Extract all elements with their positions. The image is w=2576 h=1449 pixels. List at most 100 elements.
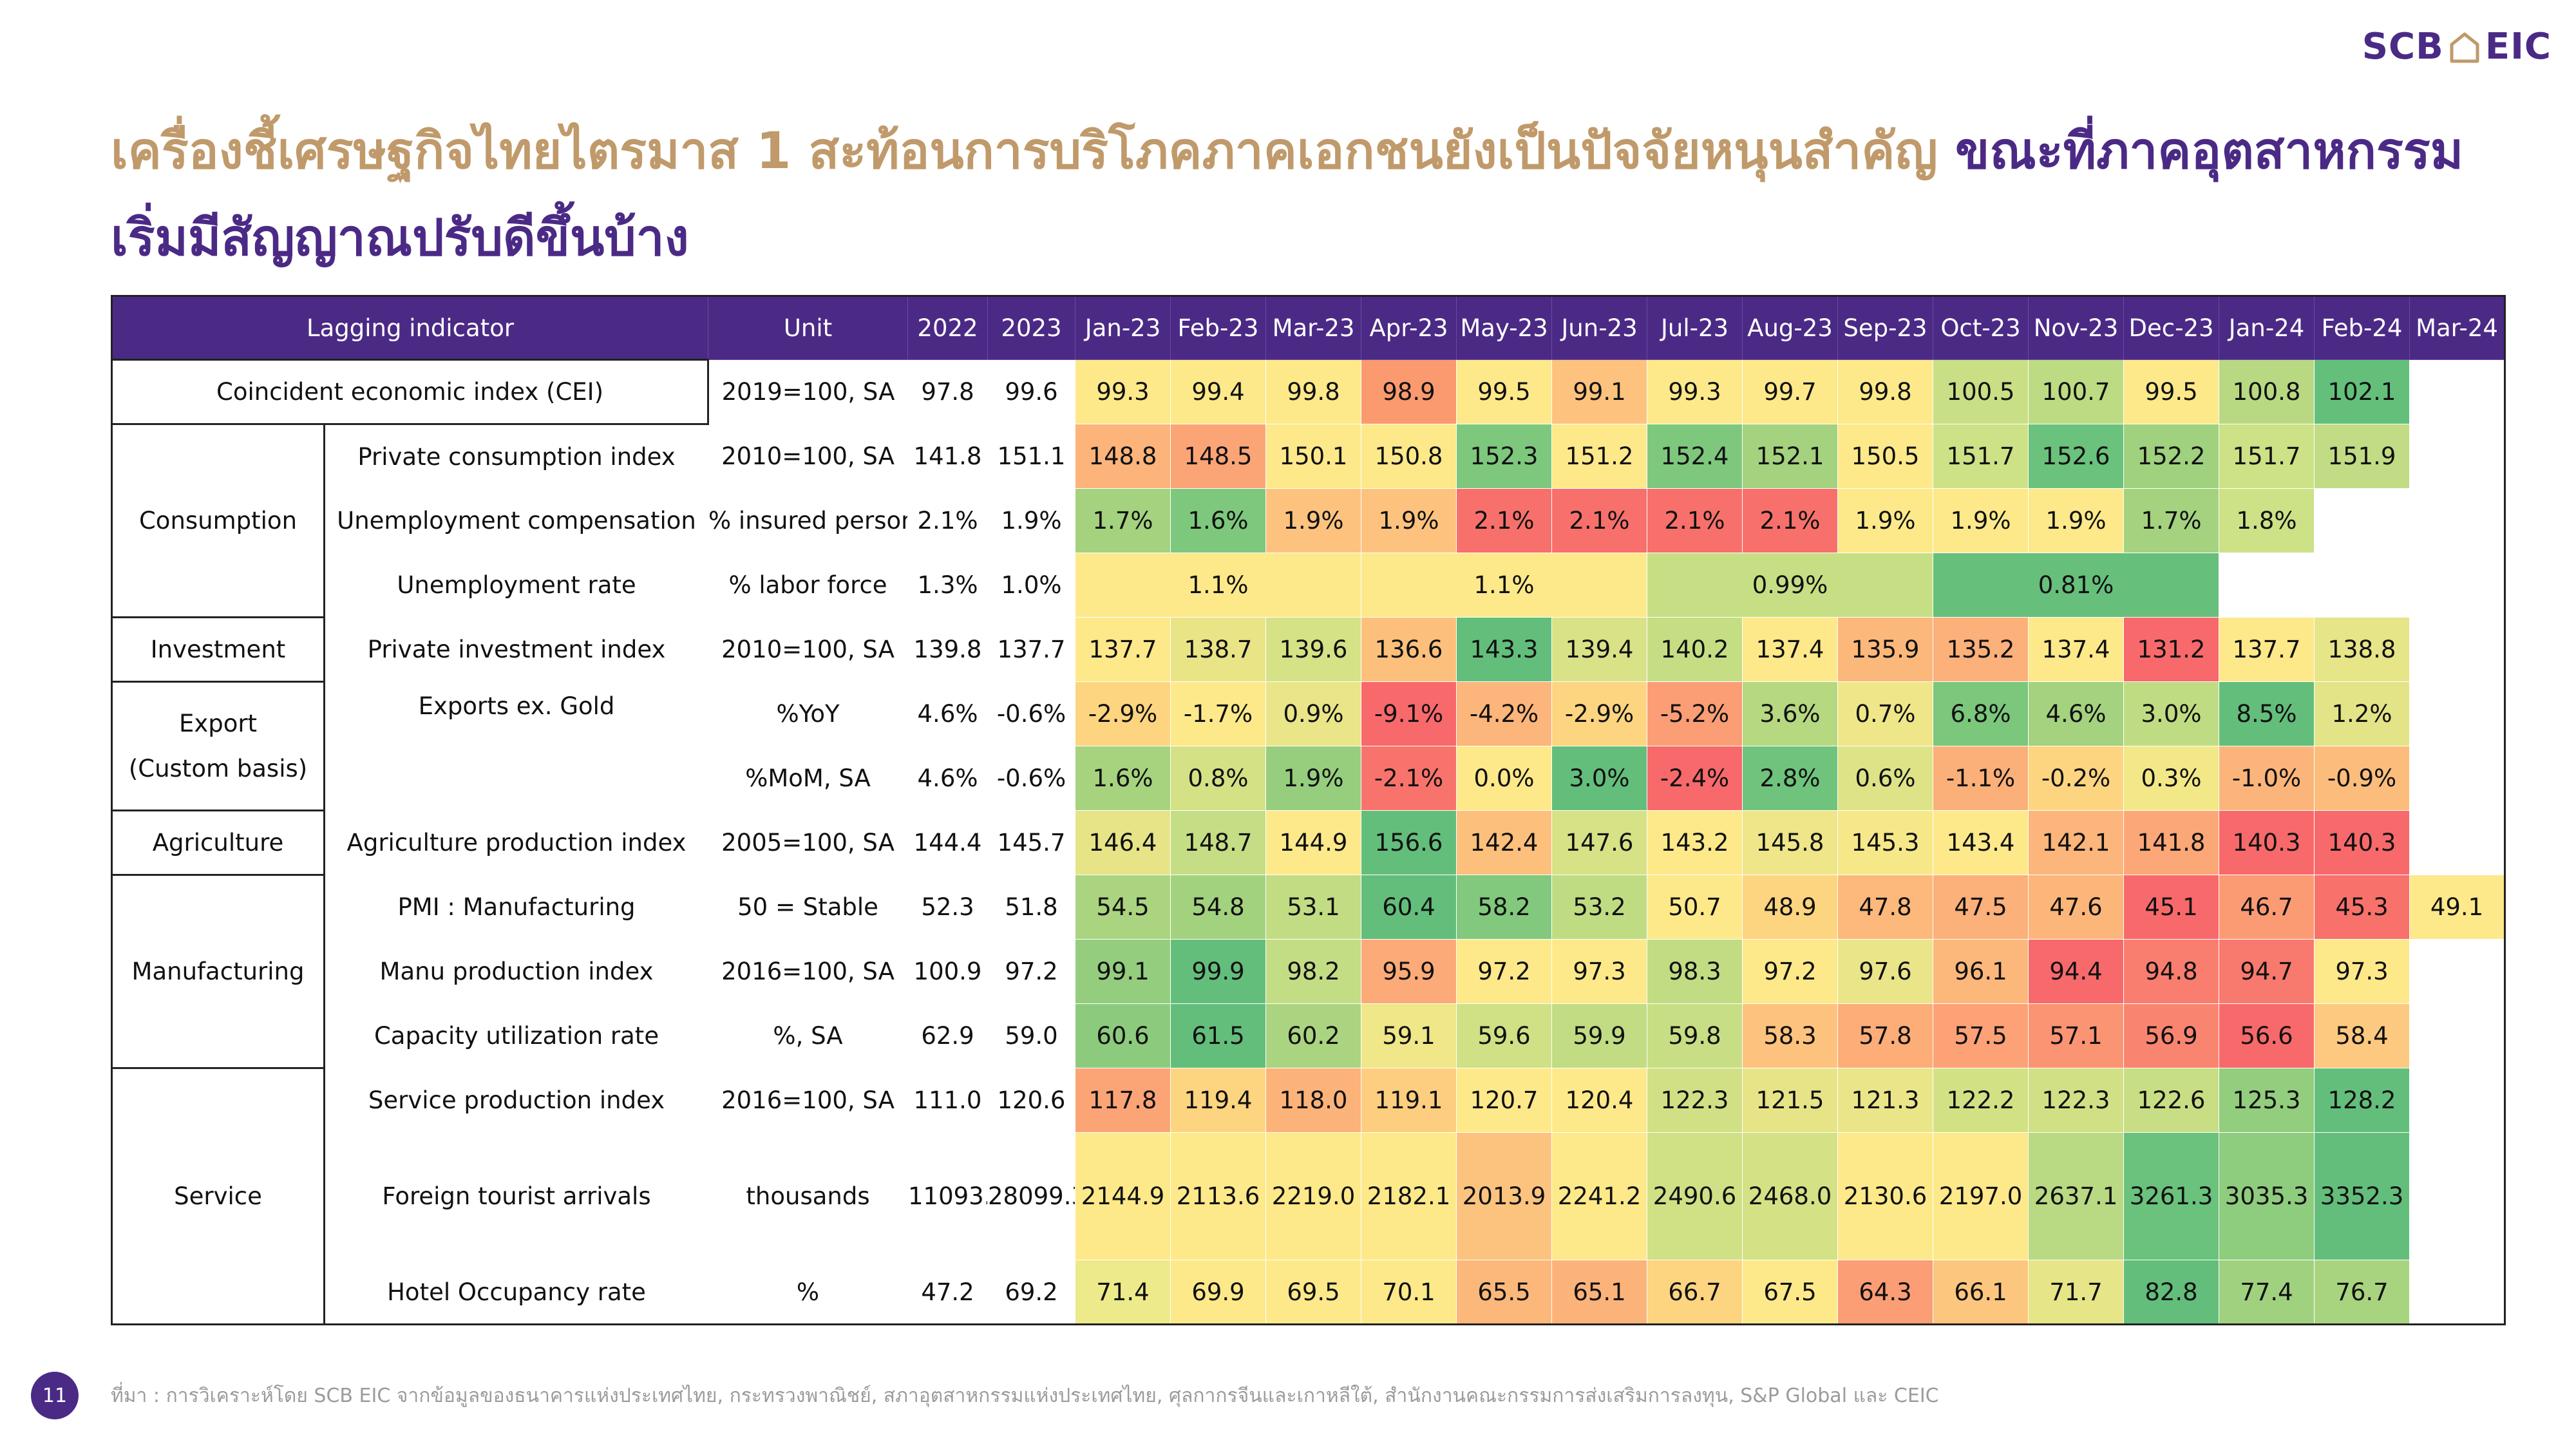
logo-text-right: EIC bbox=[2485, 26, 2552, 68]
header-2022: 2022 bbox=[907, 296, 989, 360]
table-row: Hotel Occupancy rate% 47.2 69.2 71.4 69.9 69.… bbox=[112, 1260, 2506, 1325]
month-value-cell: 97.2 bbox=[1456, 939, 1553, 1004]
month-value-cell: 2144.9 bbox=[1075, 1132, 1171, 1260]
month-value-cell: 99.3 bbox=[1647, 359, 1743, 424]
merged-value-cell: 0.99% bbox=[1647, 553, 1934, 618]
month-value-cell: 1.8% bbox=[2219, 488, 2315, 553]
month-value-cell: 71.7 bbox=[2028, 1260, 2125, 1325]
month-value-cell: 0.3% bbox=[2123, 746, 2220, 811]
month-value-cell: 152.4 bbox=[1647, 424, 1743, 489]
month-value-cell: 143.3 bbox=[1456, 617, 1553, 682]
month-value-cell: 58.2 bbox=[1456, 875, 1553, 940]
month-value-cell: 2.8% bbox=[1742, 746, 1839, 811]
table-row: Capacity utilization rate%, SA 62.9 59.0 60… bbox=[112, 1003, 2506, 1068]
month-value-cell: 98.2 bbox=[1265, 939, 1362, 1004]
month-value-cell: 150.5 bbox=[1837, 424, 1934, 489]
month-value-cell: 59.1 bbox=[1361, 1003, 1457, 1068]
month-value-cell: -2.1% bbox=[1361, 746, 1457, 811]
month-value-cell: 66.1 bbox=[1933, 1260, 2029, 1325]
indicator-label: PMI : Manufacturing bbox=[323, 875, 709, 940]
month-value-cell: 121.5 bbox=[1742, 1068, 1839, 1133]
month-value-cell: 137.4 bbox=[2028, 617, 2125, 682]
year-2023-cell: 51.8 bbox=[987, 875, 1076, 940]
month-value-cell: 150.8 bbox=[1361, 424, 1457, 489]
indicator-label: Hotel Occupancy rate bbox=[323, 1260, 709, 1325]
unit-cell: 2010=100, SA bbox=[708, 424, 909, 489]
year-2023-cell: 28099.3 bbox=[987, 1132, 1076, 1260]
month-value-cell: 2.1% bbox=[1647, 488, 1743, 553]
title-line-2: เริ่มมีสัญญาณปรับดีขึ้นบ้าง bbox=[111, 209, 689, 267]
unit-cell: % insured person bbox=[708, 488, 909, 553]
month-value-cell: 53.1 bbox=[1265, 875, 1362, 940]
month-value-cell: 56.9 bbox=[2123, 1003, 2220, 1068]
month-value-cell: 1.9% bbox=[1361, 488, 1457, 553]
month-value-cell bbox=[2409, 488, 2506, 553]
month-value-cell: 4.6% bbox=[2028, 681, 2125, 746]
month-value-cell: 94.8 bbox=[2123, 939, 2220, 1004]
month-value-cell: 1.7% bbox=[2123, 488, 2220, 553]
indicator-label: Exports ex. Gold bbox=[323, 681, 709, 746]
group-label-line: Export bbox=[178, 709, 258, 737]
indicator-label bbox=[323, 746, 709, 811]
month-value-cell: 2219.0 bbox=[1265, 1132, 1362, 1260]
month-value-cell: 48.9 bbox=[1742, 875, 1839, 940]
indicator-label: Unemployment rate bbox=[323, 553, 709, 618]
month-value-cell: 61.5 bbox=[1170, 1003, 1267, 1068]
month-value-cell: 47.8 bbox=[1837, 875, 1934, 940]
header-month: May-23 bbox=[1456, 296, 1553, 360]
unit-cell: % bbox=[708, 1260, 909, 1325]
month-value-cell: 1.6% bbox=[1075, 746, 1171, 811]
month-value-cell: 2197.0 bbox=[1933, 1132, 2029, 1260]
month-value-cell: 59.6 bbox=[1456, 1003, 1553, 1068]
month-value-cell: 137.7 bbox=[2219, 617, 2315, 682]
month-value-cell: 60.6 bbox=[1075, 1003, 1171, 1068]
month-value-cell: 57.8 bbox=[1837, 1003, 1934, 1068]
month-value-cell: 135.2 bbox=[1933, 617, 2029, 682]
month-value-cell: 65.1 bbox=[1551, 1260, 1648, 1325]
month-value-cell: 98.3 bbox=[1647, 939, 1743, 1004]
month-value-cell: 2.1% bbox=[1456, 488, 1553, 553]
month-value-cell: -4.2% bbox=[1456, 681, 1553, 746]
indicator-label: Manu production index bbox=[323, 939, 709, 1004]
merged-value-cell: 0.81% bbox=[1933, 553, 2220, 618]
header-month: Jan-24 bbox=[2219, 296, 2315, 360]
header-month: Feb-24 bbox=[2314, 296, 2410, 360]
header-month: Dec-23 bbox=[2123, 296, 2220, 360]
month-value-cell: 0.7% bbox=[1837, 681, 1934, 746]
table-row: Manufacturing PMI : Manufacturing 50 = Sta… bbox=[111, 874, 2506, 1069]
month-value-cell: 0.0% bbox=[1456, 746, 1553, 811]
month-value-cell: -9.1% bbox=[1361, 681, 1457, 746]
month-value-cell: 97.3 bbox=[1551, 939, 1648, 1004]
year-2023-cell: -0.6% bbox=[987, 746, 1076, 811]
month-value-cell: 1.2% bbox=[2314, 681, 2410, 746]
year-2022-cell: 2.1% bbox=[907, 488, 989, 553]
year-2023-cell: 137.7 bbox=[987, 617, 1076, 682]
month-value-cell: 120.4 bbox=[1551, 1068, 1648, 1133]
page-number-badge: 11 bbox=[31, 1372, 79, 1419]
month-value-cell: 117.8 bbox=[1075, 1068, 1171, 1133]
header-lagging-indicator: Lagging indicator bbox=[111, 296, 709, 360]
month-value-cell bbox=[2409, 359, 2506, 424]
year-2023-cell: 97.2 bbox=[987, 939, 1076, 1004]
month-value-cell: 3352.3 bbox=[2314, 1132, 2410, 1260]
month-value-cell: -1.7% bbox=[1170, 681, 1267, 746]
month-value-cell: 2241.2 bbox=[1551, 1132, 1648, 1260]
year-2022-cell: 111.0 bbox=[907, 1068, 989, 1133]
month-value-cell: 53.2 bbox=[1551, 875, 1648, 940]
month-value-cell: 122.6 bbox=[2123, 1068, 2220, 1133]
unit-cell: 50 = Stable bbox=[708, 875, 909, 940]
table-row: Service Service production index 2016=100,… bbox=[111, 1067, 2506, 1325]
title-part-1: เครื่องชี้เศรษฐกิจไทยไตรมาส 1 สะท้อนการบ… bbox=[111, 122, 1956, 180]
month-value-cell: 97.2 bbox=[1742, 939, 1839, 1004]
month-value-cell: 57.5 bbox=[1933, 1003, 2029, 1068]
month-value-cell: 99.1 bbox=[1551, 359, 1648, 424]
month-value-cell: 143.4 bbox=[1933, 810, 2029, 875]
month-value-cell: 96.1 bbox=[1933, 939, 2029, 1004]
indicator-label: Private investment index bbox=[323, 617, 709, 682]
table-row: Investment Private investment index 2010=1… bbox=[111, 616, 2506, 683]
unit-cell: % labor force bbox=[708, 553, 909, 618]
group-label: Manufacturing bbox=[111, 874, 325, 1069]
month-value-cell bbox=[2409, 810, 2506, 875]
month-value-cell: 121.3 bbox=[1837, 1068, 1934, 1133]
month-value-cell: -2.9% bbox=[1075, 681, 1171, 746]
